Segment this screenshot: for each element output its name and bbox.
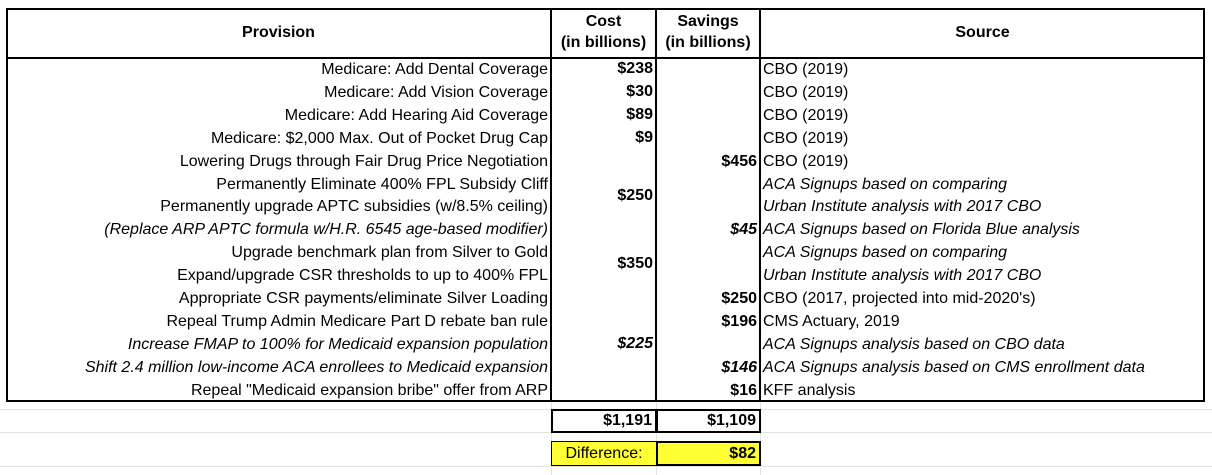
provision: Appropriate CSR payments/eliminate Silve…: [178, 290, 548, 307]
header-savings: Savings: [677, 13, 739, 30]
source: ACA Signups based on Florida Blue analys…: [763, 221, 1080, 239]
total-cost: $1,191: [551, 409, 657, 433]
provision: Shift 2.4 million low-income ACA enrolle…: [84, 358, 548, 376]
cost: $250: [617, 186, 653, 204]
column-line: [550, 8, 552, 401]
savings: $146: [721, 358, 757, 376]
savings: $45: [730, 221, 757, 239]
source: ACA Signups analysis based on CBO data: [763, 335, 1065, 353]
cost: $225: [617, 334, 653, 352]
source: CBO (2017, projected into mid-2020's): [763, 290, 1036, 307]
provision: (Replace ARP APTC formula w/H.R. 6545 ag…: [104, 221, 548, 239]
source: ACA Signups based on comparing: [763, 175, 1007, 193]
difference-label: Difference:: [551, 441, 657, 466]
savings: $16: [730, 381, 757, 399]
total-savings: $1,109: [656, 409, 761, 433]
savings: $196: [721, 312, 757, 330]
grid-line: [760, 400, 761, 475]
header-provision: Provision: [242, 24, 315, 41]
header-source: Source: [955, 24, 1010, 41]
savings: $250: [721, 290, 757, 307]
source: KFF analysis: [763, 381, 856, 399]
source: Urban Institute analysis with 2017 CBO: [763, 198, 1042, 216]
source: CBO (2019): [763, 61, 849, 78]
column-line: [759, 8, 761, 401]
header-cost: Cost: [585, 13, 622, 30]
difference-value: $82: [656, 441, 761, 466]
source: ACA Signups based on comparing: [763, 244, 1007, 262]
provision: Permanently Eliminate 400% FPL Subsidy C…: [216, 175, 548, 193]
cost: $89: [626, 105, 653, 123]
savings: $456: [721, 152, 757, 170]
source: CBO (2019): [763, 129, 849, 147]
provision: Upgrade benchmark plan from Silver to Go…: [231, 244, 548, 262]
grid-line: [656, 400, 657, 475]
header-cost: (in billions): [560, 34, 647, 51]
table-frame: [6, 8, 1205, 402]
provision: Permanently upgrade APTC subsidies (w/8.…: [160, 198, 548, 216]
grid-line: [551, 400, 552, 475]
source: Urban Institute analysis with 2017 CBO: [763, 267, 1042, 285]
provision: Lowering Drugs through Fair Drug Price N…: [179, 152, 548, 170]
provision: Medicare: Add Dental Coverage: [321, 61, 548, 78]
source: CBO (2019): [763, 106, 849, 124]
header-savings: (in billions): [665, 34, 751, 51]
cost: $9: [635, 128, 653, 146]
source: CBO (2019): [763, 83, 849, 101]
source: ACA Signups analysis based on CMS enroll…: [763, 358, 1145, 376]
provision: Increase FMAP to 100% for Medicaid expan…: [127, 335, 548, 353]
cost: $30: [626, 82, 653, 100]
header-line: [6, 57, 1205, 59]
source: CBO (2019): [763, 152, 849, 170]
provision: Repeal Trump Admin Medicare Part D rebat…: [166, 312, 548, 330]
cost: $238: [617, 60, 653, 77]
column-line: [655, 8, 657, 401]
provision: Medicare: Add Hearing Aid Coverage: [284, 106, 548, 124]
cost: $350: [617, 255, 653, 273]
provision: Repeal "Medicaid expansion bribe" offer …: [190, 381, 548, 399]
grid-line: [0, 466, 1212, 467]
provision: Medicare: $2,000 Max. Out of Pocket Drug…: [210, 129, 548, 147]
provision: Expand/upgrade CSR thresholds to up to 4…: [177, 267, 548, 285]
provision: Medicare: Add Vision Coverage: [324, 83, 548, 101]
source: CMS Actuary, 2019: [763, 312, 900, 330]
